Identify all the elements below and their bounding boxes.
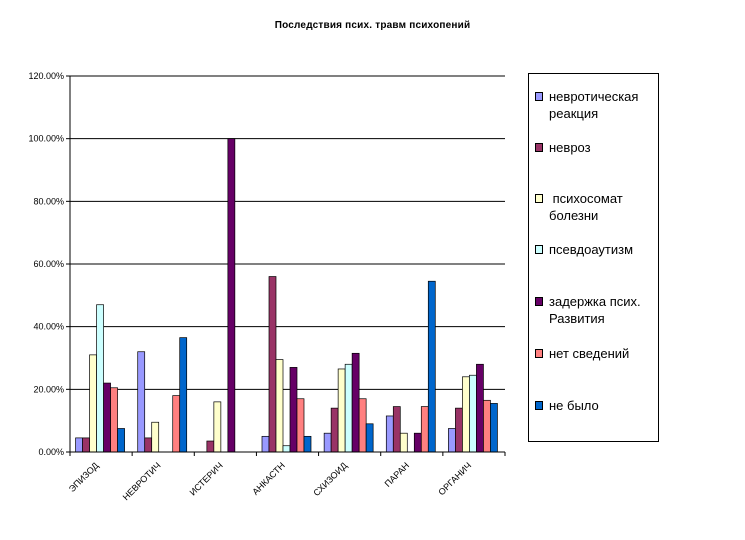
bar xyxy=(490,403,498,453)
legend-label: психосомат болезни xyxy=(549,191,627,223)
bar xyxy=(110,387,118,453)
bar xyxy=(275,359,284,453)
bar xyxy=(227,138,236,453)
legend-swatch xyxy=(535,349,543,358)
bar xyxy=(455,407,463,453)
y-tick-label: 0.00% xyxy=(38,447,64,457)
legend-item: психосомат болезни xyxy=(535,190,657,224)
y-tick-label: 80.00% xyxy=(33,196,64,206)
y-tick-label: 40.00% xyxy=(33,322,64,332)
x-tick-label: ПАРАН xyxy=(383,460,412,489)
bar xyxy=(448,428,456,453)
bar xyxy=(413,432,422,453)
bar xyxy=(96,304,104,453)
bar xyxy=(476,363,484,453)
bar xyxy=(296,398,305,453)
x-tick-label: ЭПИЗОД xyxy=(67,460,101,494)
legend-swatch xyxy=(535,92,543,101)
bar xyxy=(289,367,298,453)
legend-swatch xyxy=(535,401,543,410)
bar xyxy=(261,435,270,453)
x-tick-label: ОРГАНИЧ xyxy=(436,460,473,497)
bar xyxy=(399,432,408,453)
bar xyxy=(103,382,111,453)
legend-swatch xyxy=(535,245,543,254)
y-tick-label: 100.00% xyxy=(28,134,64,144)
legend-item: задержка псих. Развития xyxy=(535,293,657,327)
bar xyxy=(117,428,125,453)
x-tick-label: ИСТЕРИЧ xyxy=(188,460,225,497)
bar xyxy=(137,351,146,453)
y-tick-label: 120.00% xyxy=(28,71,64,81)
bar xyxy=(351,352,360,453)
bar xyxy=(337,368,346,453)
bar xyxy=(330,407,339,453)
bar xyxy=(75,437,83,453)
bar xyxy=(282,445,291,453)
bar xyxy=(427,280,436,453)
legend-item: невротическая реакция xyxy=(535,88,657,122)
bar xyxy=(344,363,353,453)
bar xyxy=(82,437,90,453)
legend-item: нет сведений xyxy=(535,345,657,362)
bar xyxy=(151,421,160,453)
bar xyxy=(385,415,394,453)
legend-item: не было xyxy=(535,397,657,414)
bar xyxy=(303,435,312,453)
bar xyxy=(213,401,222,453)
legend-label: не было xyxy=(549,398,599,413)
bar xyxy=(392,406,401,453)
legend-item: невроз xyxy=(535,139,657,156)
legend-swatch xyxy=(535,297,543,306)
bar xyxy=(206,440,215,453)
legend-swatch xyxy=(535,143,543,152)
gridlines xyxy=(70,75,505,390)
bar xyxy=(172,395,181,453)
x-tick-label: СХИЗОИД xyxy=(311,460,349,498)
bar xyxy=(179,337,188,453)
legend-label: невротическая реакция xyxy=(549,89,643,121)
bar xyxy=(268,276,277,453)
legend: невротическая реакция невроз психосомат б… xyxy=(528,73,659,442)
legend-label: задержка псих. Развития xyxy=(549,294,645,326)
legend-label: невроз xyxy=(549,140,591,155)
bars xyxy=(75,138,498,453)
bar xyxy=(420,406,429,453)
x-tick-label: НЕВРОТИЧ xyxy=(121,460,163,502)
y-tick-label: 60.00% xyxy=(33,259,64,269)
bar xyxy=(323,432,332,453)
bar xyxy=(89,354,97,453)
bar xyxy=(144,437,153,453)
legend-item: псевдоаутизм xyxy=(535,241,657,258)
bar xyxy=(462,376,470,453)
bar xyxy=(358,398,367,453)
chart-title: Последствия псих. травм психопений xyxy=(274,20,471,31)
legend-label: псевдоаутизм xyxy=(549,242,634,257)
x-tick-label: АНКАСТН xyxy=(250,460,287,497)
bar xyxy=(365,423,374,453)
legend-swatch xyxy=(535,194,543,203)
legend-label: нет сведений xyxy=(549,346,630,361)
bar xyxy=(483,399,491,453)
bar xyxy=(469,374,477,453)
y-tick-label: 20.00% xyxy=(33,384,64,394)
